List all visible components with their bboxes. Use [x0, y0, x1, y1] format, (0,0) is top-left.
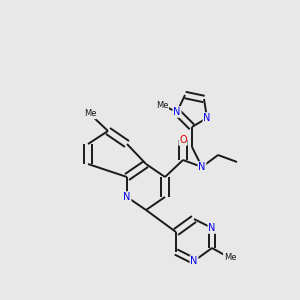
Text: N: N: [208, 223, 216, 233]
Text: Me: Me: [156, 100, 168, 109]
Text: N: N: [123, 192, 131, 202]
Text: N: N: [190, 256, 198, 266]
Text: Me: Me: [84, 110, 96, 118]
Text: O: O: [179, 135, 187, 145]
Text: N: N: [198, 162, 206, 172]
Text: N: N: [203, 113, 211, 123]
Text: Me: Me: [224, 254, 236, 262]
Text: N: N: [173, 107, 181, 117]
